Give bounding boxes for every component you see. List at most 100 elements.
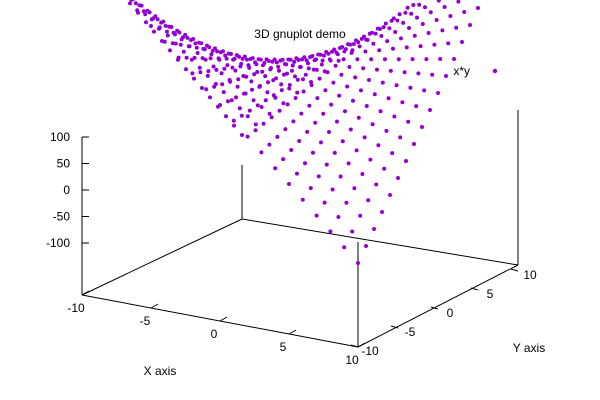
data-point bbox=[200, 86, 204, 90]
data-point bbox=[175, 28, 180, 33]
data-point bbox=[274, 60, 279, 65]
data-point bbox=[309, 80, 313, 84]
data-point bbox=[394, 83, 399, 88]
data-point bbox=[252, 72, 257, 77]
data-point bbox=[267, 142, 272, 147]
data-point bbox=[332, 150, 337, 155]
data-point bbox=[317, 76, 322, 81]
data-point bbox=[237, 106, 242, 111]
data-point bbox=[205, 73, 210, 78]
data-point bbox=[405, 5, 410, 10]
data-point bbox=[324, 162, 329, 167]
x-ticks: -10 -5 0 5 10 bbox=[67, 290, 366, 367]
data-point bbox=[372, 92, 377, 97]
data-point bbox=[396, 176, 400, 180]
data-point bbox=[197, 40, 201, 45]
data-point bbox=[381, 25, 386, 30]
data-point bbox=[407, 26, 411, 30]
data-point bbox=[321, 111, 326, 116]
data-point bbox=[387, 26, 392, 31]
chart-title: 3D gnuplot demo bbox=[254, 27, 346, 41]
data-point bbox=[335, 119, 339, 124]
x-tick-mark bbox=[288, 329, 297, 335]
data-point bbox=[292, 59, 297, 64]
data-point bbox=[371, 41, 376, 46]
data-point bbox=[402, 70, 407, 75]
data-point bbox=[230, 65, 235, 70]
data-point bbox=[278, 58, 283, 63]
data-point bbox=[369, 57, 374, 62]
data-point bbox=[313, 120, 318, 125]
data-point bbox=[128, 1, 132, 6]
data-point bbox=[404, 45, 409, 50]
data-point bbox=[315, 96, 320, 101]
data-point bbox=[430, 72, 435, 77]
data-point bbox=[448, 14, 453, 18]
data-point bbox=[338, 174, 343, 179]
data-point bbox=[300, 197, 305, 202]
data-point bbox=[365, 38, 370, 42]
data-point bbox=[311, 67, 316, 72]
data-point bbox=[249, 79, 254, 84]
data-point bbox=[301, 77, 305, 82]
data-point bbox=[393, 30, 398, 34]
data-point bbox=[417, 2, 422, 7]
data-point bbox=[263, 74, 268, 79]
data-point bbox=[248, 57, 253, 61]
y-axis-line bbox=[357, 264, 519, 348]
data-point bbox=[418, 44, 423, 49]
data-point bbox=[268, 67, 273, 72]
data-point bbox=[290, 63, 295, 68]
data-point bbox=[364, 244, 368, 248]
data-point bbox=[356, 115, 361, 120]
data-point bbox=[398, 135, 403, 140]
x-tick-mark bbox=[357, 342, 366, 348]
data-point bbox=[197, 65, 202, 70]
data-point bbox=[203, 57, 208, 62]
data-point bbox=[412, 33, 417, 38]
data-point bbox=[347, 65, 352, 69]
data-point bbox=[186, 44, 191, 49]
data-point bbox=[386, 96, 391, 101]
data-point bbox=[282, 72, 286, 77]
data-point bbox=[368, 157, 373, 162]
data-point bbox=[189, 57, 194, 62]
data-point bbox=[195, 51, 200, 55]
data-point bbox=[401, 20, 406, 25]
data-point bbox=[476, 6, 480, 10]
data-point bbox=[181, 35, 185, 40]
data-point bbox=[202, 47, 207, 52]
data-point bbox=[216, 56, 221, 61]
data-point bbox=[168, 48, 172, 53]
data-point bbox=[454, 25, 459, 30]
data-point bbox=[376, 143, 381, 148]
y-tick-label: -5 bbox=[405, 325, 416, 339]
data-point bbox=[210, 48, 215, 53]
data-point bbox=[444, 74, 448, 78]
data-point bbox=[250, 87, 254, 92]
data-point bbox=[289, 148, 294, 152]
y-tick-label: 0 bbox=[447, 306, 454, 320]
data-point bbox=[343, 109, 347, 114]
data-point bbox=[264, 57, 269, 62]
data-point bbox=[253, 128, 258, 133]
data-point bbox=[364, 104, 369, 108]
data-point bbox=[375, 26, 380, 31]
data-point bbox=[403, 10, 408, 15]
data-point bbox=[309, 83, 314, 88]
z-ticks: 100 50 0 -50 -100 bbox=[46, 130, 89, 250]
data-point bbox=[314, 57, 318, 62]
data-point bbox=[385, 39, 390, 44]
data-point bbox=[327, 57, 332, 62]
data-point bbox=[350, 229, 355, 234]
data-point bbox=[397, 12, 402, 17]
data-point bbox=[404, 159, 408, 163]
data-point bbox=[184, 67, 188, 72]
data-point bbox=[221, 90, 226, 95]
data-point bbox=[135, 8, 140, 13]
y-ticks: -10 -5 0 5 10 bbox=[350, 268, 537, 358]
data-point bbox=[311, 150, 315, 155]
data-point bbox=[412, 142, 416, 146]
data-point bbox=[228, 79, 233, 84]
